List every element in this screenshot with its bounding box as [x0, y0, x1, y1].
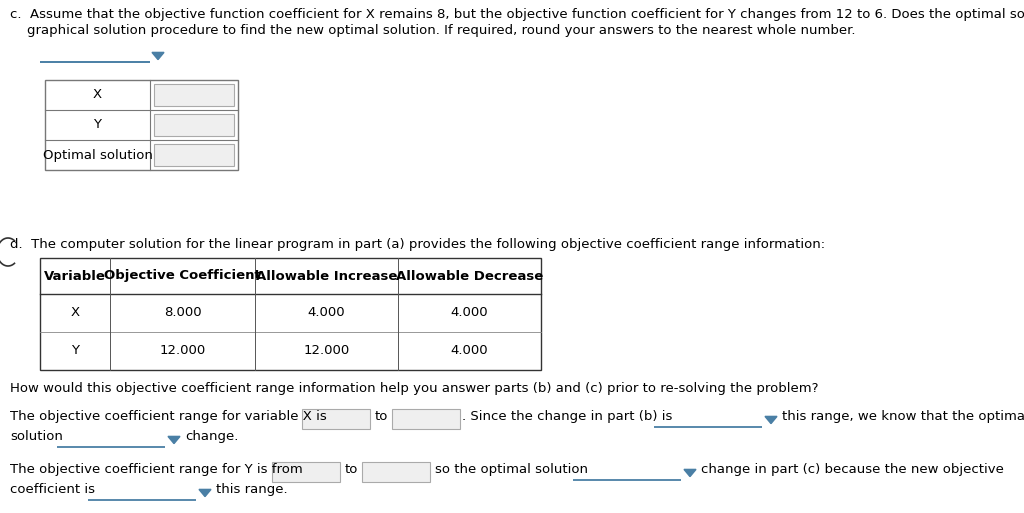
Text: Y: Y: [93, 119, 101, 131]
Text: Y: Y: [71, 345, 79, 358]
Bar: [272, 462, 340, 482]
Text: change in part (c) because the new objective: change in part (c) because the new objec…: [701, 463, 1004, 476]
Text: . Since the change in part (b) is: . Since the change in part (b) is: [462, 410, 673, 423]
Text: coefficient is: coefficient is: [10, 483, 95, 496]
Bar: [154, 84, 234, 106]
Polygon shape: [684, 469, 696, 477]
Text: The objective coefficient range for variable X is: The objective coefficient range for vari…: [10, 410, 327, 423]
Text: this range.: this range.: [216, 483, 288, 496]
Text: X: X: [93, 89, 102, 102]
Bar: [392, 409, 460, 429]
Text: X: X: [71, 306, 80, 320]
Text: 12.000: 12.000: [160, 345, 206, 358]
Polygon shape: [152, 52, 164, 60]
Text: 4.000: 4.000: [307, 306, 345, 320]
Text: change.: change.: [185, 430, 239, 443]
Bar: [154, 144, 234, 166]
Text: d.  The computer solution for the linear program in part (a) provides the follow: d. The computer solution for the linear …: [10, 238, 825, 251]
Text: Allowable Decrease: Allowable Decrease: [396, 269, 543, 283]
Bar: [45, 80, 238, 170]
Text: 12.000: 12.000: [303, 345, 349, 358]
Text: 8.000: 8.000: [164, 306, 202, 320]
Bar: [302, 409, 370, 429]
Text: so the optimal solution: so the optimal solution: [435, 463, 588, 476]
Text: Objective Coefficient: Objective Coefficient: [104, 269, 261, 283]
Bar: [40, 258, 541, 370]
Text: this range, we know that the optimal: this range, we know that the optimal: [782, 410, 1024, 423]
Bar: [154, 114, 234, 136]
Text: to: to: [345, 463, 358, 476]
Text: graphical solution procedure to find the new optimal solution. If required, roun: graphical solution procedure to find the…: [10, 24, 855, 37]
Text: 4.000: 4.000: [451, 306, 488, 320]
Polygon shape: [765, 417, 777, 424]
Bar: [362, 462, 430, 482]
Text: Allowable Increase: Allowable Increase: [256, 269, 397, 283]
Text: solution: solution: [10, 430, 62, 443]
Text: 4.000: 4.000: [451, 345, 488, 358]
Polygon shape: [199, 489, 211, 497]
Polygon shape: [168, 437, 180, 444]
Text: Optimal solution: Optimal solution: [43, 148, 153, 162]
Text: c.  Assume that the objective function coefficient for X remains 8, but the obje: c. Assume that the objective function co…: [10, 8, 1024, 21]
Text: to: to: [375, 410, 388, 423]
Text: How would this objective coefficient range information help you answer parts (b): How would this objective coefficient ran…: [10, 382, 818, 395]
Text: Variable: Variable: [44, 269, 105, 283]
Text: The objective coefficient range for Y is from: The objective coefficient range for Y is…: [10, 463, 303, 476]
